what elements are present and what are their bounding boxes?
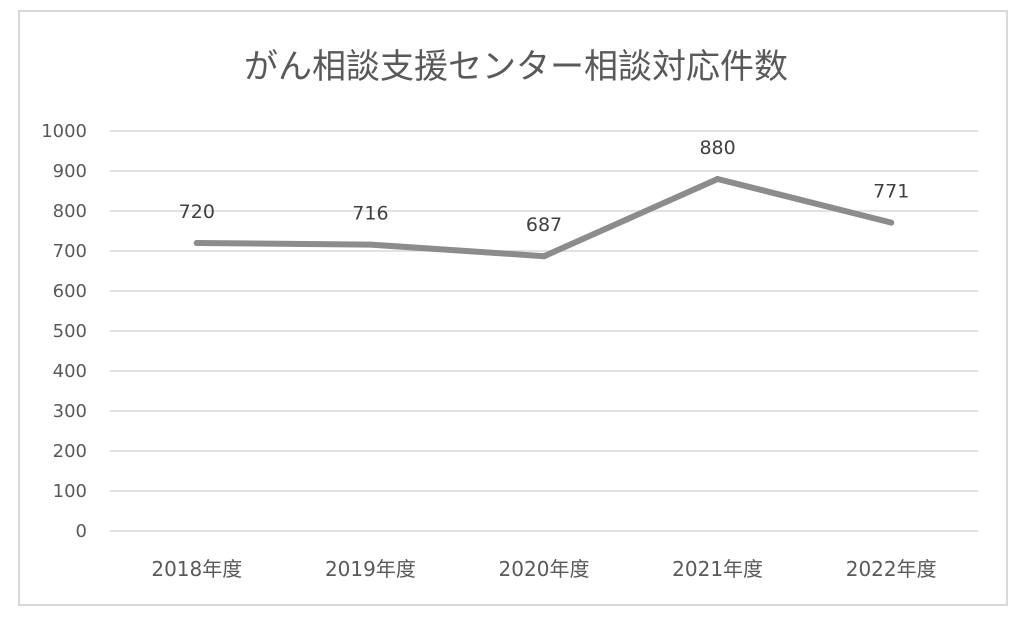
gridlines [110,130,978,532]
chart-frame [18,10,1008,606]
x-category-label: 2020年度 [499,557,590,581]
x-category-label: 2019年度 [325,557,416,581]
series-group [193,176,895,260]
y-tick-label: 900 [53,161,87,182]
data-point [367,241,374,248]
chart-title: がん相談支援センター相談対応件数 [244,47,788,87]
y-tick-label: 200 [53,441,87,462]
x-category-label: 2018年度 [151,557,242,581]
data-label: 771 [873,181,909,203]
y-tick-label: 500 [53,321,87,342]
y-tick-label: 700 [53,241,87,262]
data-label: 880 [699,137,735,159]
data-point [888,219,895,226]
y-tick-label: 600 [53,281,87,302]
y-axis-tick-labels: 0 100 200 300 400 500 600 700 800 900 1000 [41,121,87,542]
y-tick-label: 0 [76,521,87,542]
data-point [193,240,200,246]
y-tick-label: 400 [53,361,87,382]
y-tick-label: 800 [53,201,87,222]
data-label: 687 [526,214,562,236]
data-point [714,176,721,182]
x-axis-category-labels: 2018年度 2019年度 2020年度 2021年度 2022年度 [151,557,936,581]
y-tick-label: 1000 [41,121,87,142]
y-tick-label: 100 [53,481,87,502]
data-point [541,253,547,260]
x-category-label: 2022年度 [846,557,937,581]
data-label: 716 [352,203,388,225]
data-labels: 720 716 687 880 771 [179,137,910,236]
x-category-label: 2021年度 [672,557,763,581]
data-label: 720 [179,201,215,223]
y-tick-label: 300 [53,401,87,422]
